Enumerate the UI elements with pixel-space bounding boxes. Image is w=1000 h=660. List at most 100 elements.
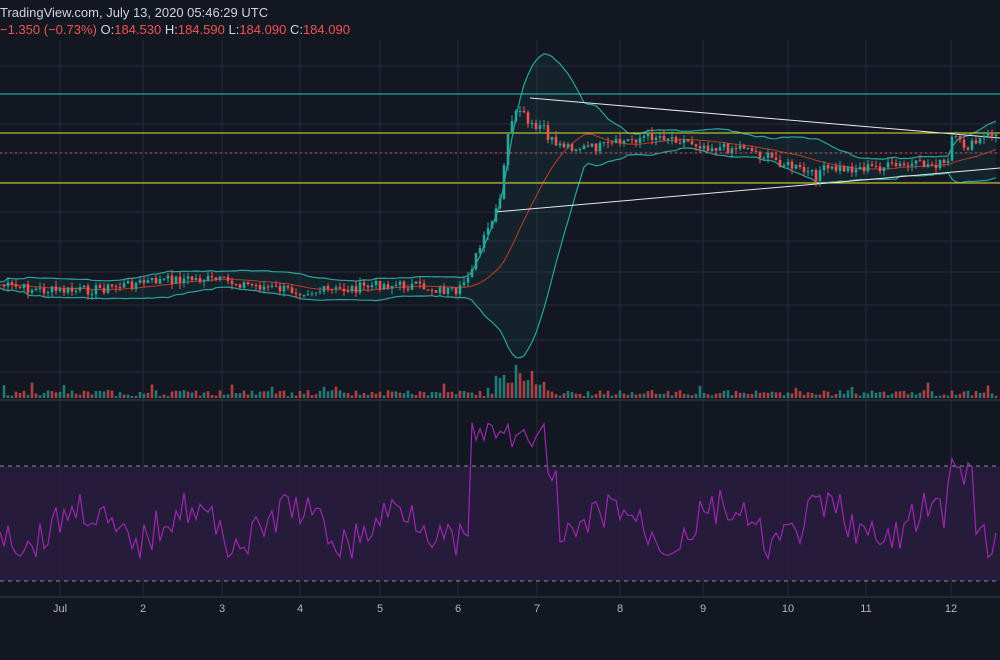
volume-bar: [746, 393, 750, 398]
low-label: L:: [228, 22, 240, 37]
volume-bar: [550, 391, 554, 398]
volume-bar: [198, 395, 202, 398]
candle-body: [822, 165, 826, 171]
candle-body: [282, 285, 286, 292]
candle-body: [814, 170, 818, 181]
x-tick-label: 11: [860, 603, 871, 615]
volume-bar: [294, 395, 298, 398]
volume-bar: [622, 393, 626, 398]
candle-body: [538, 125, 542, 129]
candle-body: [498, 198, 502, 209]
volume-bar: [62, 385, 66, 398]
candle-body: [702, 145, 706, 149]
volume-bar: [954, 394, 958, 398]
candle-body: [350, 286, 354, 292]
candle-body: [738, 145, 742, 149]
candle-body: [838, 166, 842, 171]
candle-body: [334, 287, 338, 289]
x-tick-label: Jul: [53, 603, 67, 615]
volume-bar: [966, 390, 970, 398]
candle-body: [330, 288, 334, 290]
volume-bar: [698, 386, 702, 398]
candle-body: [622, 140, 626, 144]
candle-body: [494, 208, 498, 222]
volume-bar: [566, 390, 570, 398]
ohlc-legend: −1.350 (−0.73%) O:184.530 H:184.590 L:18…: [0, 22, 350, 37]
volume-bar: [190, 392, 194, 398]
candle-body: [718, 147, 722, 151]
volume-bar: [282, 390, 286, 398]
candle-body: [682, 139, 686, 143]
candle-body: [234, 284, 238, 286]
candle-body: [194, 278, 198, 281]
volume-bar: [898, 391, 902, 398]
volume-bar: [874, 392, 878, 398]
volume-bar: [806, 392, 810, 398]
candle-body: [902, 163, 906, 165]
volume-bar: [326, 391, 330, 398]
trendline-upper: [529, 97, 1000, 139]
candle-body: [402, 281, 406, 289]
candle-body: [926, 164, 930, 168]
volume-bar: [570, 391, 574, 398]
bollinger-fill: [0, 53, 996, 358]
volume-bar: [582, 395, 586, 398]
volume-bar: [130, 395, 134, 398]
candle-body: [726, 143, 730, 153]
candle-body: [842, 166, 846, 172]
volume-bar: [266, 391, 270, 398]
volume-bar: [50, 391, 54, 398]
volume-bar: [822, 390, 826, 398]
candle-body: [970, 140, 974, 150]
candle-body: [694, 144, 698, 147]
candle-body: [562, 143, 566, 148]
volume-bar: [126, 394, 130, 398]
volume-bar: [150, 384, 154, 398]
volume-bar: [750, 394, 754, 398]
volume-bar: [802, 394, 806, 398]
candle-body: [634, 139, 638, 143]
volume-bar: [814, 394, 818, 398]
candle-body: [34, 288, 38, 291]
candle-body: [918, 160, 922, 162]
candle-body: [830, 166, 834, 169]
candle-body: [202, 280, 206, 282]
volume-bar: [538, 384, 542, 398]
candle-body: [170, 275, 174, 284]
candle-body: [366, 285, 370, 288]
volume-bar: [654, 393, 658, 398]
volume-bar: [970, 395, 974, 398]
candle-body: [518, 110, 522, 112]
volume-bar: [878, 392, 882, 398]
volume-bar: [206, 391, 210, 398]
volume-bar: [518, 373, 522, 398]
volume-bar: [306, 390, 310, 398]
volume-bar: [666, 391, 670, 398]
candle-body: [306, 294, 310, 296]
volume-bar: [758, 392, 762, 398]
volume-bar: [962, 391, 966, 398]
volume-bar: [402, 393, 406, 398]
volume-bar: [10, 395, 14, 398]
volume-bar: [418, 391, 422, 398]
volume-bar: [722, 390, 726, 398]
candle-body: [458, 285, 462, 294]
volume-bar: [102, 391, 106, 398]
volume-bar: [486, 387, 490, 398]
candle-body: [190, 276, 194, 281]
candle-body: [626, 139, 630, 141]
open-label: O:: [100, 22, 115, 37]
volume-bar: [330, 390, 334, 398]
candle-body: [10, 282, 14, 285]
candle-body: [134, 282, 138, 289]
volume-bar: [978, 392, 982, 398]
volume-bar: [886, 395, 890, 398]
candle-body: [2, 284, 6, 287]
candle-body: [114, 286, 118, 288]
trendline-lower: [494, 167, 1000, 213]
volume-bar: [594, 394, 598, 398]
candle-body: [426, 289, 430, 291]
candle-body: [558, 143, 562, 146]
low-value: 184.090: [239, 22, 287, 37]
